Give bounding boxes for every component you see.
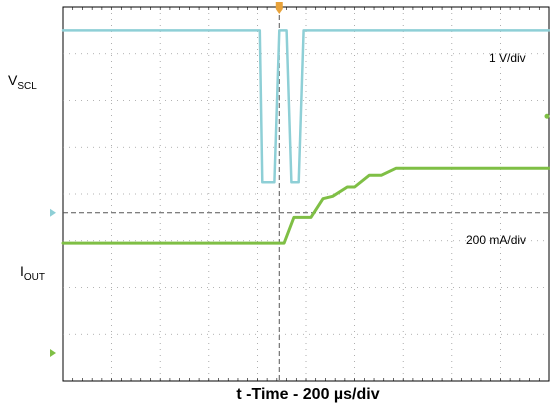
iout-label: IOUT [20, 263, 45, 283]
iout-scale-label: 200 mA/div [466, 233, 526, 247]
x-axis-label: t -Time - 200 µs/div [236, 386, 379, 403]
trigger-marker [275, 2, 283, 14]
plot-grid [62, 6, 550, 382]
trace-vscl [61, 29, 550, 184]
plot-traces [61, 29, 550, 245]
ground-level-marker-vscl [50, 208, 56, 217]
plot-cursors [63, 7, 549, 381]
vscl-scale-label: 1 V/div [489, 51, 526, 65]
vscl-label: VSCL [8, 72, 37, 92]
trace-end-marker [544, 113, 550, 119]
ground-level-marker-iout [50, 348, 56, 357]
plot-markers [50, 2, 550, 357]
trace-iout [61, 166, 550, 245]
